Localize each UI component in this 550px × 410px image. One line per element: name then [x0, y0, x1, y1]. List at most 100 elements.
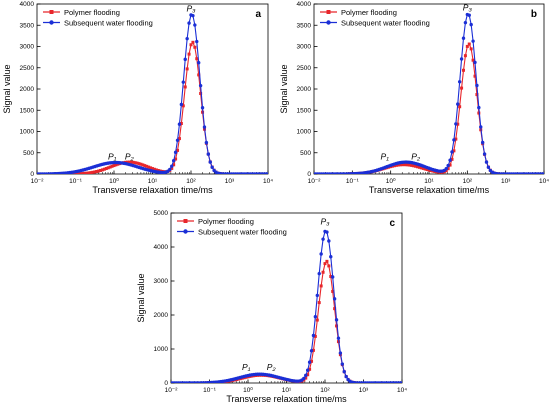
y-axis-label: Signal value — [279, 64, 289, 113]
legend-marker — [326, 20, 331, 25]
data-point — [417, 165, 421, 169]
x-tick-label: 10² — [320, 387, 330, 394]
data-point — [457, 80, 462, 84]
data-point — [458, 105, 462, 109]
data-point — [325, 259, 329, 263]
data-point — [408, 163, 412, 167]
data-point — [97, 169, 101, 173]
data-point — [423, 167, 427, 171]
data-point — [305, 368, 310, 372]
legend-marker — [49, 20, 54, 25]
data-point — [484, 160, 489, 164]
data-point — [325, 230, 329, 234]
data-point — [460, 86, 464, 90]
x-tick-label: 10² — [186, 178, 196, 185]
legend-entry: Polymer flooding — [198, 217, 254, 226]
peak-annotation: P₁ — [381, 151, 390, 161]
data-point — [176, 148, 180, 152]
data-point — [427, 168, 431, 172]
x-tick-label: 10⁻² — [165, 387, 179, 394]
data-point — [183, 85, 187, 89]
data-point — [152, 167, 156, 171]
data-point — [308, 367, 312, 371]
chart-panel-a: 10⁻² 10⁻¹ 10⁰ 10¹ 10² 10³ 10⁴ 0 500 1000 1500 2000 2… — [2, 1, 273, 195]
data-point — [469, 22, 473, 27]
series-line — [314, 13, 544, 174]
data-point — [412, 164, 416, 168]
data-point — [87, 171, 91, 174]
x-axis-label: Transverse relaxation time/ms — [92, 185, 213, 195]
data-point — [129, 160, 133, 164]
x-tick-label: 10¹ — [148, 178, 158, 185]
data-point — [154, 168, 158, 172]
data-point — [81, 171, 85, 174]
data-point — [467, 13, 471, 17]
data-point — [147, 165, 151, 169]
data-point — [473, 60, 477, 65]
data-point — [402, 163, 406, 167]
data-point — [198, 83, 203, 88]
data-point — [311, 333, 316, 338]
data-point — [334, 318, 339, 322]
data-point — [486, 165, 491, 169]
data-point — [93, 170, 97, 174]
data-point — [446, 163, 450, 168]
data-point — [200, 106, 205, 110]
data-point — [150, 167, 154, 171]
data-point — [410, 163, 414, 167]
x-tick-label: 10¹ — [424, 178, 434, 185]
y-axis-label: Signal value — [136, 273, 146, 322]
data-point — [444, 167, 448, 171]
data-point — [421, 166, 425, 170]
y-tick-label: 0 — [164, 380, 168, 387]
data-point — [444, 169, 448, 173]
data-point — [311, 348, 315, 352]
data-point — [475, 93, 479, 97]
series-1 — [171, 229, 402, 383]
data-point — [210, 165, 214, 169]
data-point — [450, 157, 454, 161]
y-tick-label: 1000 — [20, 129, 35, 136]
data-point — [329, 255, 333, 259]
x-tick-label: 10² — [463, 178, 473, 185]
x-tick-label: 10⁻¹ — [203, 387, 217, 394]
data-point — [471, 39, 475, 43]
y-tick-label: 3500 — [297, 22, 312, 29]
x-tick-label: 10³ — [501, 178, 511, 185]
data-point — [127, 160, 131, 164]
legend-entry: Polymer flooding — [64, 8, 120, 17]
y-tick-label: 2000 — [297, 86, 312, 93]
data-point — [463, 20, 468, 25]
data-point — [454, 137, 458, 141]
data-point — [394, 163, 398, 167]
legend-entry: Polymer flooding — [341, 8, 397, 17]
data-point — [83, 171, 87, 174]
data-point — [467, 42, 471, 46]
data-point — [195, 57, 199, 61]
x-tick-label: 10³ — [225, 178, 235, 185]
data-point — [175, 138, 180, 142]
data-point — [177, 122, 182, 126]
data-point — [110, 164, 114, 168]
data-point — [168, 167, 172, 172]
data-point — [315, 293, 319, 298]
data-point — [112, 164, 116, 168]
data-point — [302, 376, 306, 381]
peak-annotation: P₂ — [411, 151, 421, 161]
data-point — [204, 140, 209, 145]
data-point — [400, 381, 402, 383]
data-point — [473, 74, 477, 78]
data-point — [145, 164, 149, 168]
data-point — [404, 163, 408, 167]
data-point — [333, 307, 337, 311]
series-0 — [314, 42, 544, 174]
data-point — [338, 351, 343, 355]
y-tick-label: 4000 — [20, 1, 35, 8]
legend-entry: Subsequent water flooding — [64, 18, 153, 27]
data-point — [108, 165, 112, 169]
data-point — [330, 275, 335, 279]
data-point — [480, 140, 485, 145]
data-point — [95, 170, 99, 174]
